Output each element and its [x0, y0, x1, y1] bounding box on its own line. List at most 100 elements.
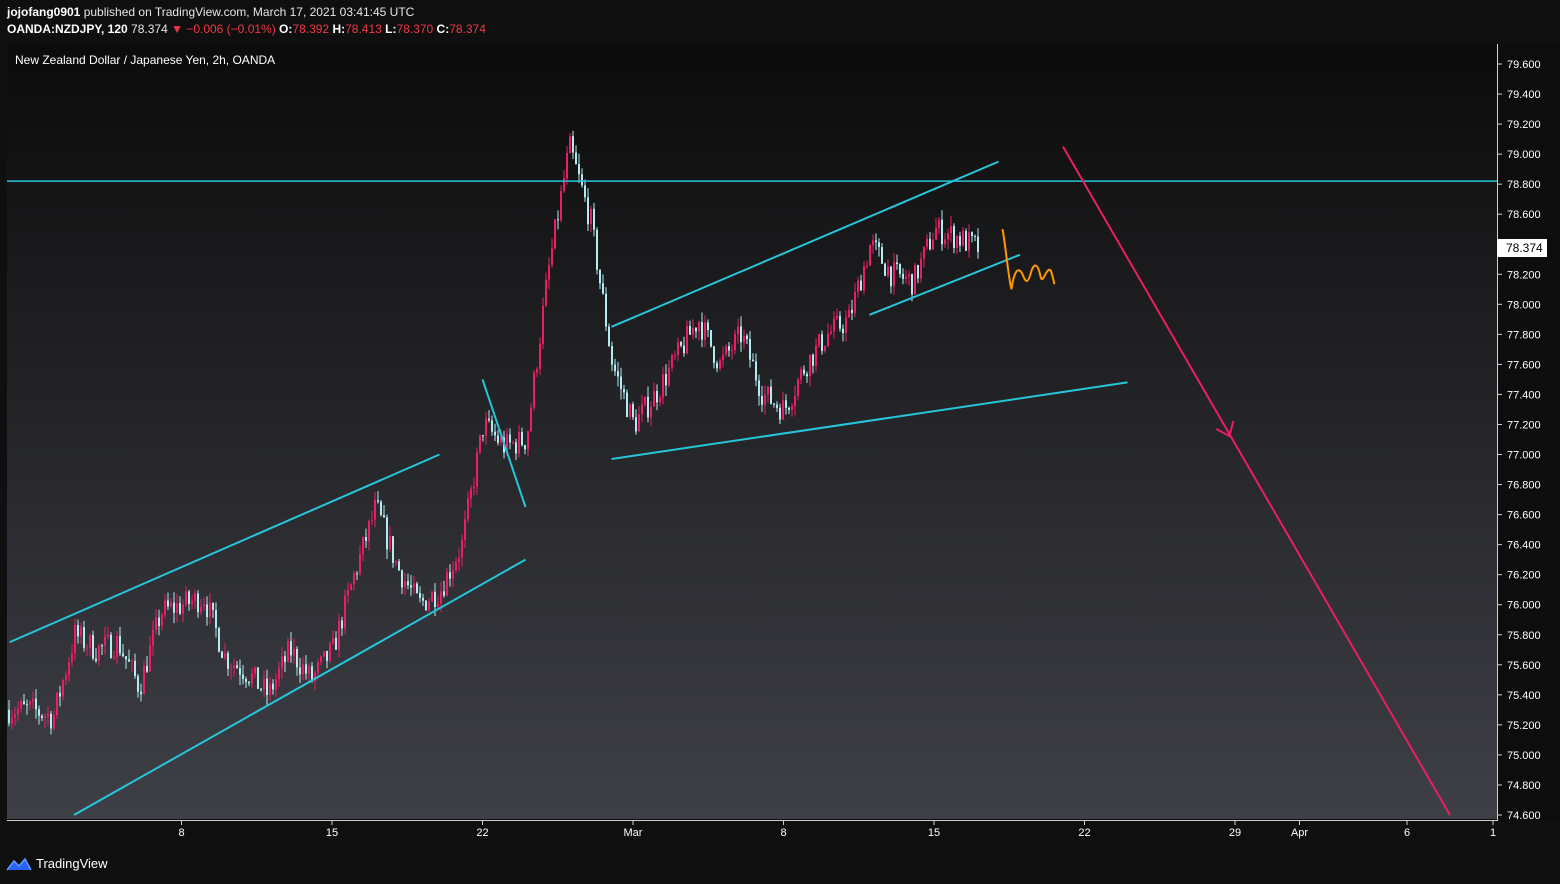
candle-body	[728, 346, 730, 351]
axis-background	[1497, 44, 1560, 819]
candle-body	[110, 634, 112, 658]
candle-body	[98, 645, 100, 661]
candle-body	[308, 666, 310, 674]
trendline	[73, 558, 526, 816]
candle-body	[875, 240, 877, 243]
candle-body	[668, 367, 670, 386]
candle-body	[389, 536, 391, 550]
candle-body	[161, 614, 163, 627]
plot-background	[7, 44, 1497, 819]
candle-body	[185, 591, 187, 605]
candle-body	[419, 593, 421, 598]
candle-body	[665, 374, 667, 386]
candle-body	[167, 600, 169, 607]
candle-body	[26, 704, 28, 706]
candle-body	[485, 418, 487, 436]
candle-body	[449, 572, 451, 579]
candle-body	[590, 208, 592, 225]
price-tick-label: 74.800	[1507, 780, 1541, 792]
candle-body	[287, 641, 289, 662]
price-tick-label: 79.200	[1507, 119, 1541, 131]
ohlc-line: OANDA:NZDJPY, 120 78.374 ▼ −0.006 (−0.01…	[7, 22, 486, 36]
candle-body	[740, 326, 742, 343]
trendline	[481, 379, 527, 508]
chart-title: New Zealand Dollar / Japanese Yen, 2h, O…	[15, 53, 275, 67]
trendline	[9, 453, 440, 644]
time-tick-label: 1	[1490, 827, 1496, 839]
candle-body	[593, 208, 595, 230]
candle-body	[407, 581, 409, 586]
candle-body	[524, 445, 526, 450]
candle-body	[581, 174, 583, 186]
candle-body	[53, 715, 55, 729]
candle-body	[197, 593, 199, 613]
candle-body	[962, 230, 964, 246]
candle-body	[956, 235, 958, 248]
candle-body	[125, 656, 127, 660]
candle-body	[275, 679, 277, 690]
candle-body	[92, 635, 94, 659]
candle-body	[515, 442, 517, 454]
time-tick-label: 22	[476, 827, 488, 839]
candle-body	[455, 562, 457, 571]
candle-body	[95, 658, 97, 661]
candle-body	[311, 666, 313, 681]
candle-body	[149, 645, 151, 672]
candle-body	[338, 620, 340, 650]
candle-body	[905, 276, 907, 279]
candle-body	[56, 692, 58, 716]
candle-body	[65, 675, 67, 681]
brand-name[interactable]: TradingView	[36, 856, 108, 871]
candle-body	[704, 322, 706, 340]
candle-body	[935, 227, 937, 240]
candle-body	[560, 191, 562, 221]
low-label: L:	[385, 22, 397, 36]
candle-body	[854, 291, 856, 314]
candle-body	[599, 269, 601, 284]
candle-body	[50, 713, 52, 729]
candle-body	[413, 583, 415, 588]
candle-body	[512, 442, 514, 444]
candle-body	[965, 230, 967, 251]
candle-body	[320, 656, 322, 663]
candle-body	[791, 406, 793, 410]
candle-body	[173, 602, 175, 613]
candle-body	[20, 701, 22, 709]
author-name[interactable]: jojofang0901	[7, 5, 81, 19]
candle-body	[806, 373, 808, 377]
candle-body	[491, 420, 493, 432]
candle-body	[761, 395, 763, 405]
candle-body	[482, 435, 484, 437]
price-tick-label: 75.800	[1507, 630, 1541, 642]
time-tick-label: Apr	[1291, 827, 1308, 839]
candle-body	[113, 657, 115, 659]
candle-body	[206, 604, 208, 618]
candle-body	[647, 396, 649, 418]
candle-body	[887, 266, 889, 276]
candle-body	[803, 369, 805, 374]
price-tick-label: 78.200	[1507, 269, 1541, 281]
candle-body	[860, 280, 862, 291]
time-axis: 8 15 22 Mar 8 15 22 29 Apr 6 1	[178, 820, 1496, 839]
candle-body	[59, 692, 61, 697]
trendline	[869, 253, 1021, 316]
projection-arrow-line	[1062, 146, 1451, 816]
candle-body	[710, 330, 712, 347]
candle-body	[596, 229, 598, 270]
candle-body	[926, 238, 928, 247]
candle-body	[497, 435, 499, 443]
candle-body	[947, 233, 949, 240]
candle-body	[227, 653, 229, 669]
candle-body	[155, 617, 157, 630]
candle-body	[767, 386, 769, 395]
candle-body	[137, 676, 139, 692]
candle-body	[674, 355, 676, 357]
candle-body	[392, 536, 394, 563]
price-tick-label: 75.400	[1507, 690, 1541, 702]
candle-body	[917, 265, 919, 279]
candle-body	[176, 603, 178, 613]
candle-body	[359, 553, 361, 574]
candle-body	[122, 653, 124, 657]
price-tick-label: 76.600	[1507, 510, 1541, 522]
